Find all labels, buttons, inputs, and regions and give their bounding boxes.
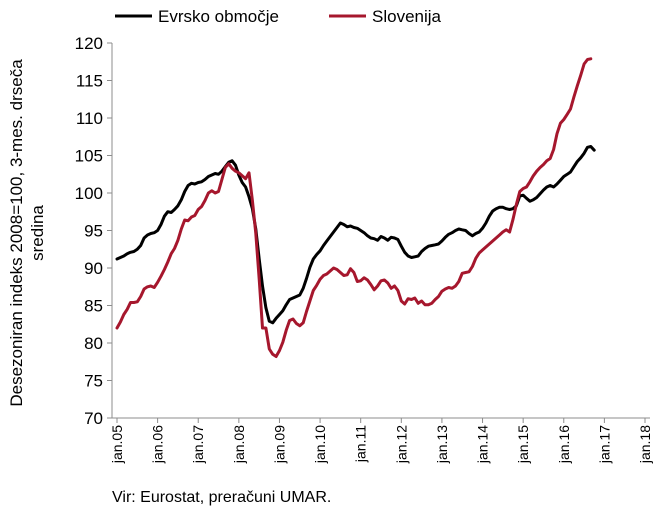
x-tick-label: jan.12: [393, 425, 409, 464]
x-tick-label: jan.05: [109, 425, 125, 464]
y-tick-label: 100: [75, 184, 103, 203]
x-tick-label: jan.13: [434, 425, 450, 464]
x-tick-label: jan.07: [190, 425, 206, 464]
x-tick-label: jan.09: [271, 425, 287, 464]
x-tick-label: jan.08: [231, 425, 247, 464]
legend: Evrsko območje Slovenija: [115, 7, 442, 26]
y-ticks: 70 75 80 85 90 95 100 105 110 115 120: [75, 34, 112, 428]
legend-label-evrsko-obmocje: Evrsko območje: [158, 7, 279, 26]
y-axis-label-line1: Desezoniran indeks 2008=100, 3-mes. drse…: [7, 59, 26, 407]
x-tick-label: jan.15: [515, 425, 531, 464]
series-lines: [115, 57, 596, 358]
y-tick-label: 95: [84, 222, 103, 241]
series-line-slovenija: [115, 57, 593, 358]
x-tick-label: jan.06: [150, 425, 166, 464]
y-tick-label: 85: [84, 297, 103, 316]
x-tick-label: jan.16: [556, 425, 572, 464]
y-tick-label: 115: [76, 72, 103, 91]
series-line-evrsko-obmocje: [115, 145, 596, 325]
x-tick-label: jan.18: [637, 425, 653, 464]
legend-label-slovenija: Slovenija: [372, 7, 442, 26]
y-axis-label-line2: sredina: [28, 205, 47, 261]
y-tick-label: 120: [75, 34, 103, 53]
x-tick-label: jan.10: [312, 425, 328, 464]
x-tick-label: jan.11: [353, 425, 369, 463]
x-tick-label: jan.17: [596, 425, 612, 464]
source-note: Vir: Eurostat, preračuni UMAR.: [112, 489, 332, 506]
x-tick-label: jan.14: [475, 425, 491, 464]
y-tick-label: 105: [75, 147, 103, 166]
y-tick-label: 90: [84, 259, 103, 278]
x-ticks: jan.05 jan.06 jan.07 jan.08 jan.09 jan.10 jan.…: [109, 418, 653, 464]
y-tick-label: 75: [84, 372, 103, 391]
y-tick-label: 70: [84, 409, 103, 428]
y-tick-label: 110: [76, 109, 103, 128]
y-tick-label: 80: [84, 334, 103, 353]
